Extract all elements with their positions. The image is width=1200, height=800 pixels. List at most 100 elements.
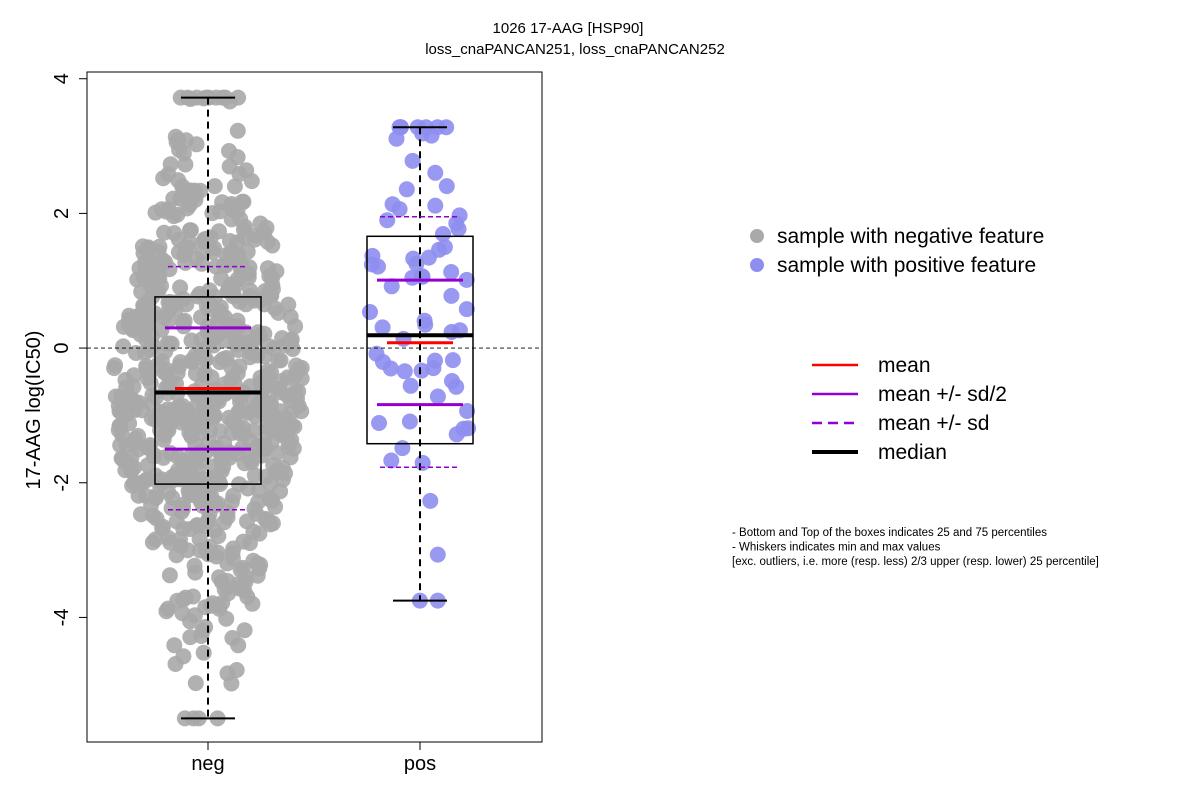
data-point-neg (133, 506, 149, 523)
data-point-pos (427, 197, 444, 214)
data-point-pos (388, 130, 405, 147)
data-point-neg (144, 387, 161, 404)
data-point-neg (197, 351, 214, 368)
data-point-neg (219, 555, 236, 572)
data-point-neg (279, 421, 296, 438)
box-pos (366, 235, 474, 445)
data-point-neg (161, 567, 178, 584)
data-point-neg (257, 438, 273, 455)
data-point-neg (284, 341, 301, 357)
data-point-pos (436, 239, 453, 255)
data-point-neg (170, 231, 187, 248)
data-point-pos (374, 319, 391, 336)
data-point-neg (138, 258, 154, 275)
data-point-neg (250, 494, 267, 510)
data-point-neg (113, 450, 130, 467)
data-point-neg (230, 342, 247, 358)
data-point-neg (234, 193, 251, 210)
data-point-neg (106, 360, 123, 377)
data-point-neg (266, 340, 283, 357)
data-point-neg (231, 293, 248, 310)
data-point-neg (160, 302, 177, 319)
data-point-neg (107, 388, 124, 405)
data-point-neg (214, 594, 231, 611)
y-axis-label: 17-AAG log(IC50) (23, 331, 45, 490)
data-point-pos (427, 352, 443, 369)
data-point-neg (177, 254, 194, 271)
data-point-neg (162, 156, 179, 173)
data-point-pos (379, 212, 396, 229)
data-point-neg (115, 338, 132, 355)
data-point-neg (188, 136, 205, 153)
data-point-pos (413, 362, 430, 379)
x-tick-label-neg: neg (191, 753, 224, 775)
legend-point-label: sample with positive feature (777, 254, 1036, 277)
data-point-pos (414, 268, 431, 285)
data-point-pos (362, 304, 378, 320)
data-point-neg (242, 378, 259, 395)
data-point-neg (133, 283, 150, 300)
legend-point-marker (750, 229, 764, 243)
y-tick-label: 2 (51, 208, 73, 219)
data-point-neg (229, 271, 246, 288)
data-point-neg (243, 454, 260, 471)
data-point-pos (371, 415, 387, 431)
data-point-neg (218, 247, 235, 263)
data-point-neg (161, 416, 178, 433)
data-point-neg (212, 354, 228, 371)
data-point-neg (186, 557, 203, 574)
data-point-pos (405, 250, 422, 267)
notes: - Bottom and Top of the boxes indicates … (732, 527, 1099, 568)
data-point-neg (219, 509, 236, 526)
data-point-neg (193, 331, 210, 348)
data-point-neg (167, 656, 184, 672)
data-point-neg (250, 324, 267, 341)
data-point-neg (228, 662, 245, 678)
data-point-neg (147, 276, 164, 293)
data-point-neg (197, 619, 214, 635)
data-point-neg (175, 452, 191, 469)
data-point-neg (204, 205, 221, 222)
data-point-neg (153, 201, 170, 218)
data-point-pos (435, 226, 451, 242)
data-point-neg (148, 510, 165, 527)
data-point-neg (160, 600, 176, 617)
data-point-neg (151, 238, 168, 255)
y-tick-label: 4 (51, 73, 73, 84)
note-line: [exc. outliers, i.e. more (resp. less) 2… (732, 556, 1099, 568)
data-point-pos (423, 127, 440, 144)
data-point-neg (267, 498, 284, 515)
data-point-neg (176, 312, 193, 329)
data-point-neg (210, 474, 227, 491)
data-point-neg (193, 255, 210, 272)
data-point-neg (210, 528, 227, 545)
legend-point-marker (750, 258, 764, 272)
data-point-neg (244, 595, 261, 612)
data-point-neg (126, 393, 143, 410)
data-point-pos (401, 413, 418, 430)
data-point-neg (147, 490, 164, 506)
data-point-neg (251, 560, 268, 577)
data-point-neg (225, 487, 242, 504)
data-point-neg (153, 475, 170, 492)
data-point-neg (135, 299, 152, 315)
data-point-neg (182, 222, 198, 239)
data-point-neg (195, 644, 212, 661)
box-layer (87, 96, 542, 720)
data-point-neg (187, 365, 204, 382)
data-point-neg (184, 411, 201, 428)
data-point-neg (117, 372, 134, 388)
data-point-neg (138, 331, 155, 348)
data-point-neg (265, 457, 282, 473)
data-point-neg (280, 296, 297, 313)
note-line: - Bottom and Top of the boxes indicates … (732, 527, 1047, 539)
data-point-neg (234, 559, 251, 576)
data-point-neg (212, 444, 228, 461)
data-point-pos (427, 164, 444, 181)
data-point-neg (206, 178, 223, 195)
data-point-neg (177, 156, 194, 173)
data-point-pos (420, 249, 437, 266)
data-point-neg (264, 515, 281, 532)
data-point-neg (287, 318, 304, 335)
data-point-neg (227, 323, 244, 340)
